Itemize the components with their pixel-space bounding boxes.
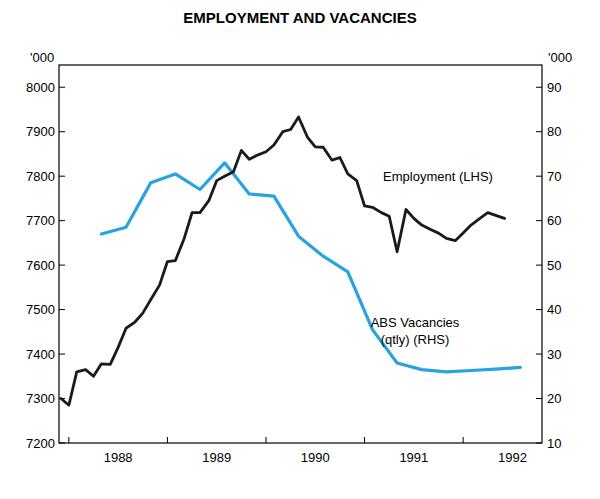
x-tick-label: 1989 [202, 450, 231, 465]
y-tick-label: 7700 [26, 213, 55, 228]
y-tick-label: 7800 [26, 169, 55, 184]
series-label-line: (qtly) (RHS) [381, 332, 450, 347]
y-tick [59, 443, 65, 444]
y-tick [59, 309, 65, 310]
y2-tick-label: 60 [547, 213, 561, 228]
x-tick [463, 437, 464, 443]
y-tick [59, 265, 65, 266]
x-tick-label: 1990 [301, 450, 330, 465]
y2-tick [536, 131, 542, 132]
x-tick-label: 1991 [399, 450, 428, 465]
y2-tick [536, 220, 542, 221]
y2-tick [536, 176, 542, 177]
y2-tick-label: 70 [547, 169, 561, 184]
y2-tick-label: 90 [547, 80, 561, 95]
y2-tick-label: 40 [547, 302, 561, 317]
chart: EMPLOYMENT AND VACANCIES '000 '000 7200 7300… [0, 0, 600, 499]
y-axis-label: '000 [30, 50, 54, 65]
y-tick [59, 220, 65, 221]
x-tick [68, 437, 69, 443]
series-label-line: ABS Vacancies [371, 315, 460, 330]
y2-axis-label: '000 [548, 50, 572, 65]
x-tick [364, 437, 365, 443]
y2-tick [536, 87, 542, 88]
plot-frame [59, 65, 542, 443]
y-tick-label: 7300 [26, 391, 55, 406]
y2-tick-label: 20 [547, 391, 561, 406]
series-label: ABS Vacancies (qtly) (RHS) [371, 315, 460, 347]
series-label: Employment (LHS) [383, 169, 493, 184]
y-tick [59, 354, 65, 355]
y-tick-label: 8000 [26, 80, 55, 95]
series-line [61, 117, 505, 405]
y-tick-label: 7500 [26, 302, 55, 317]
y-tick-label: 7400 [26, 347, 55, 362]
y2-tick-label: 30 [547, 347, 561, 362]
y2-tick [536, 354, 542, 355]
x-tick [266, 437, 267, 443]
y-tick-label: 7600 [26, 258, 55, 273]
x-tick-label: 1992 [498, 450, 527, 465]
y-tick-label: 7200 [26, 436, 55, 451]
y2-tick-label: 80 [547, 124, 561, 139]
x-tick-label: 1988 [104, 450, 133, 465]
plot-area [61, 117, 520, 405]
y2-tick [536, 265, 542, 266]
y2-tick [536, 398, 542, 399]
y2-tick-label: 10 [547, 436, 561, 451]
y2-tick-label: 50 [547, 258, 561, 273]
x-tick [167, 437, 168, 443]
y-tick [59, 176, 65, 177]
y-tick [59, 87, 65, 88]
y-tick [59, 131, 65, 132]
y2-tick [536, 309, 542, 310]
y-tick-label: 7900 [26, 124, 55, 139]
y2-tick [536, 443, 542, 444]
title: EMPLOYMENT AND VACANCIES [183, 9, 416, 26]
